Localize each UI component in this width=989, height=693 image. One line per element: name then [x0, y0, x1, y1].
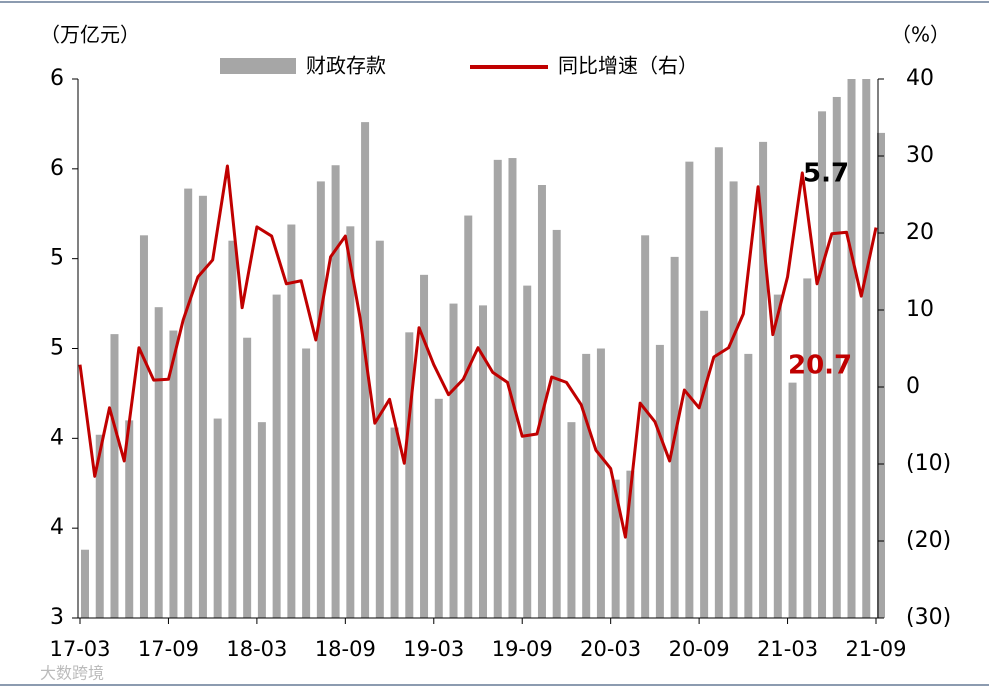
- bar: [287, 224, 296, 618]
- bar: [375, 240, 384, 618]
- y2-tick-label: 20: [906, 220, 934, 245]
- bar: [832, 96, 841, 618]
- x-tick-label: 19-09: [492, 637, 553, 661]
- x-tick-label: 19-03: [403, 637, 464, 661]
- bar: [154, 307, 163, 618]
- y-tick-label: 5: [50, 246, 64, 271]
- bar: [434, 398, 443, 618]
- right-unit: （%）: [891, 23, 950, 47]
- bar: [198, 195, 207, 619]
- bar: [655, 344, 664, 618]
- bar: [139, 235, 148, 618]
- bar: [611, 479, 620, 618]
- y2-tick-label: 10: [906, 297, 934, 322]
- bar: [213, 418, 222, 618]
- bar: [272, 294, 281, 618]
- x-tick-label: 18-03: [226, 637, 287, 661]
- bar: [331, 165, 340, 619]
- bar: [184, 188, 193, 618]
- bar: [508, 158, 517, 618]
- y-tick-label: 3: [50, 605, 64, 630]
- bar: [95, 434, 104, 618]
- line: [78, 164, 878, 539]
- bar: [316, 181, 325, 618]
- y-tick-label: 6: [50, 156, 64, 181]
- bar: [552, 229, 561, 619]
- x-tick-label: 17-03: [49, 637, 110, 661]
- y2-tick-label: (10): [906, 451, 951, 476]
- legend-label: 财政存款: [306, 54, 386, 78]
- legend-label: 同比增速（右）: [558, 54, 698, 78]
- bar: [479, 305, 487, 618]
- y-tick-label: 5: [50, 336, 64, 361]
- bar: [523, 285, 532, 618]
- y2-tick-label: (20): [906, 528, 951, 553]
- bar: [390, 427, 399, 618]
- bar: [847, 79, 856, 618]
- data-label: 5.7: [803, 159, 849, 189]
- bar: [744, 353, 753, 618]
- bar: [449, 303, 458, 618]
- y2-tick-label: 40: [906, 66, 934, 91]
- y-tick-label: 6: [50, 66, 64, 91]
- y2-tick-label: 30: [906, 143, 934, 168]
- bar: [169, 330, 178, 618]
- bar: [596, 348, 605, 618]
- x-tick-label: 21-03: [757, 637, 818, 661]
- bar: [243, 337, 252, 618]
- bar: [405, 332, 414, 618]
- bar: [493, 159, 502, 618]
- bar: [537, 185, 546, 618]
- bar: [729, 181, 738, 618]
- bar: [700, 310, 709, 618]
- bar: [125, 420, 134, 618]
- bar: [773, 294, 782, 618]
- bar: [759, 141, 768, 618]
- bar: [228, 240, 237, 618]
- x-tick-label: 20-03: [580, 637, 641, 661]
- watermark: 大数跨境: [40, 664, 104, 683]
- bar: [803, 278, 812, 618]
- bar: [464, 215, 473, 618]
- y2-tick-label: (30): [906, 605, 951, 630]
- bar: [877, 132, 885, 618]
- bar: [862, 79, 871, 618]
- data-label: 20.7: [788, 351, 852, 381]
- bar: [81, 549, 89, 618]
- left-unit: （万亿元）: [40, 23, 140, 47]
- bar: [110, 334, 119, 618]
- bar: [257, 422, 266, 618]
- bar: [685, 161, 694, 618]
- bar: [302, 348, 311, 618]
- x-tick-label: 20-09: [669, 637, 730, 661]
- plot: [78, 79, 885, 619]
- x-tick-label: 21-09: [845, 637, 906, 661]
- bar: [346, 226, 355, 618]
- bar: [626, 470, 635, 618]
- legend-swatch-bar: [220, 58, 296, 74]
- y-tick-label: 4: [50, 425, 64, 450]
- bar: [420, 274, 429, 618]
- y2-tick-label: 0: [906, 374, 920, 399]
- bar: [567, 422, 576, 618]
- bar: [361, 122, 370, 619]
- bar: [818, 111, 827, 618]
- bar: [788, 382, 797, 618]
- y-tick-label: 4: [50, 515, 64, 540]
- bar: [582, 353, 591, 618]
- x-tick-label: 17-09: [138, 637, 199, 661]
- bar: [641, 235, 650, 618]
- bar: [714, 147, 723, 619]
- x-tick-label: 18-09: [315, 637, 376, 661]
